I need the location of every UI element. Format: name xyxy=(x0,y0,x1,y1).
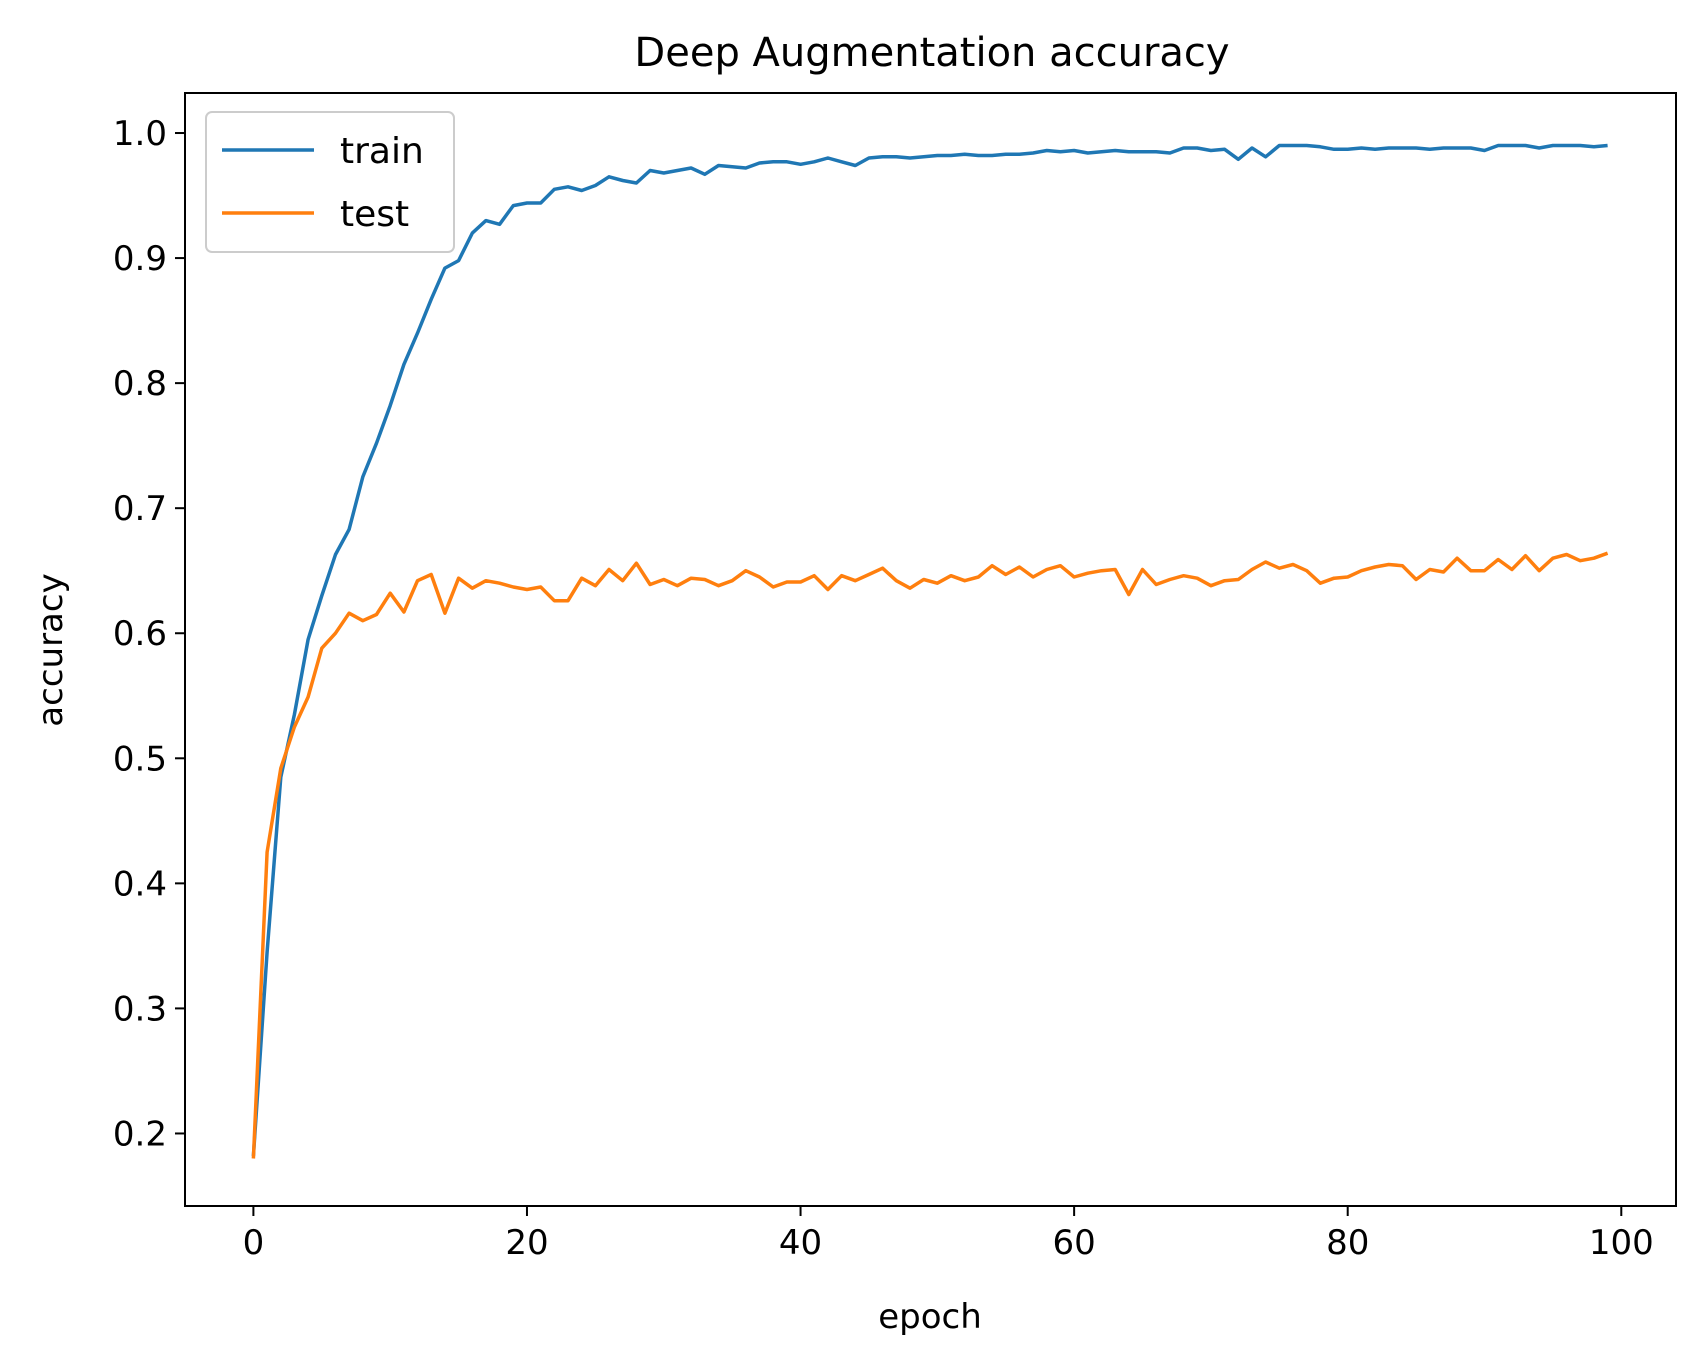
y-tick-label: 0.8 xyxy=(113,364,167,404)
x-axis-ticks: 0 20 40 60 80 100 xyxy=(243,1206,1654,1263)
y-tick-label: 0.5 xyxy=(113,739,167,779)
series-line-train xyxy=(251,143,1608,1157)
x-axis-label: epoch xyxy=(878,1297,982,1337)
plot-frame xyxy=(184,92,1677,1207)
legend-frame xyxy=(205,111,455,253)
x-tick-label: 0 xyxy=(243,1223,265,1263)
legend-label-test: test xyxy=(340,194,409,235)
y-tick-label: 0.6 xyxy=(113,614,167,654)
legend-label-train: train xyxy=(340,131,424,172)
legend: train test xyxy=(205,111,455,253)
y-tick-label: 0.4 xyxy=(113,864,167,904)
y-tick-label: 0.9 xyxy=(113,239,167,279)
x-tick-label: 80 xyxy=(1326,1223,1369,1263)
x-tick-label: 60 xyxy=(1052,1223,1095,1263)
y-tick-label: 1.0 xyxy=(113,114,167,154)
y-tick-label: 0.7 xyxy=(113,489,167,529)
y-tick-label: 0.2 xyxy=(113,1114,167,1154)
x-tick-label: 40 xyxy=(779,1223,822,1263)
chart-title: Deep Augmentation accuracy xyxy=(634,30,1229,76)
y-axis-ticks: 0.2 0.3 0.4 0.5 0.6 0.7 0.8 0.9 1.0 xyxy=(113,114,185,1154)
y-axis-label: accuracy xyxy=(31,573,71,726)
x-tick-label: 20 xyxy=(505,1223,548,1263)
series-layer xyxy=(251,143,1609,1159)
series-line-test xyxy=(251,551,1609,1159)
x-tick-label: 100 xyxy=(1589,1223,1654,1263)
y-tick-label: 0.3 xyxy=(113,989,167,1029)
